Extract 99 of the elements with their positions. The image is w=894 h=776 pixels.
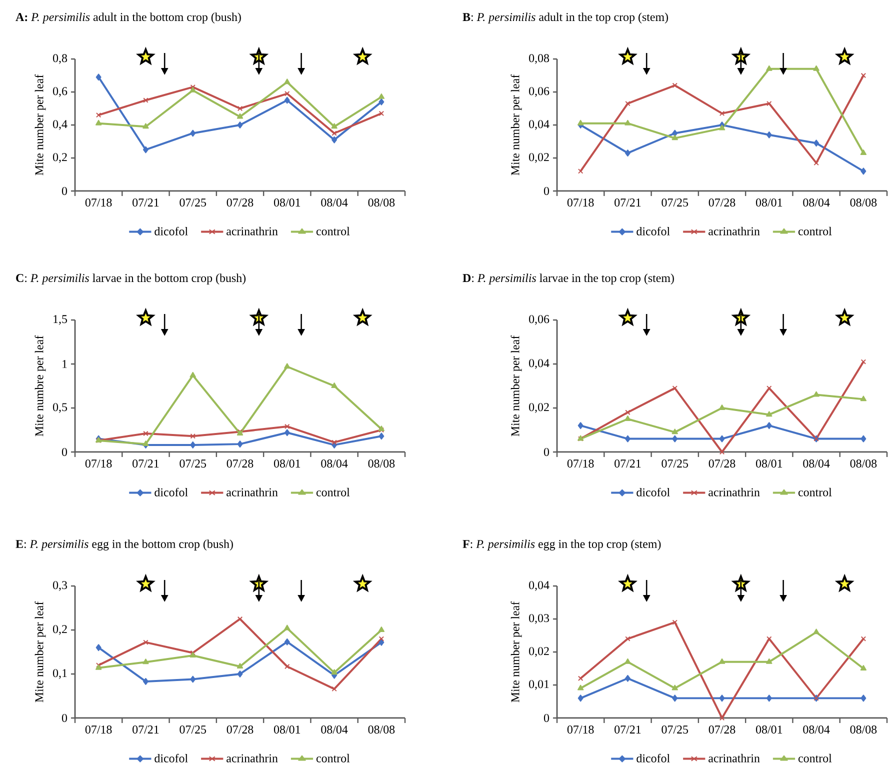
y-axis-title: Mite numbre per leaf (34, 335, 46, 436)
x-tick-label: 07/28 (708, 198, 736, 207)
legend-label: acrinathrin (708, 488, 760, 496)
x-tick-label: 07/21 (132, 726, 159, 734)
y-tick-label: 0,5 (52, 403, 68, 413)
y-tick-label: 0,4 (52, 120, 68, 130)
x-tick-label: 07/21 (132, 198, 159, 207)
y-tick-label: 0 (62, 714, 68, 722)
legend-label: control (798, 488, 832, 496)
x-tick-label: 07/21 (614, 198, 641, 207)
x-tick-label: 08/08 (850, 198, 877, 207)
x-tick-label: 07/18 (85, 726, 112, 734)
y-tick-label: 1 (62, 360, 67, 368)
legend-label: control (316, 226, 350, 236)
y-axis-title: Mite number per leaf (510, 601, 522, 702)
x-tick-label: 07/18 (85, 460, 112, 468)
legend-label: acrinathrin (226, 754, 278, 762)
legend-label: dicofol (636, 754, 670, 762)
y-tick-label: 0,1 (52, 669, 67, 679)
y-tick-label: 0,2 (52, 625, 67, 635)
y-tick-label: 0,04 (529, 120, 550, 130)
y-tick-label: 0,02 (529, 403, 549, 413)
y-tick-label: 0 (544, 714, 550, 722)
chart-title: F: P. persimilis egg in the top crop (stem) (462, 540, 661, 550)
x-tick-label: 07/28 (226, 460, 254, 468)
y-tick-label: 1,5 (54, 315, 68, 325)
y-tick-label: 0,03 (529, 614, 550, 624)
y-axis-title: Mite number per leaf (34, 74, 46, 176)
y-axis-title: Mite number per leaf (510, 335, 522, 436)
chart-title: B: P. persimilis adult in the top crop (stem) (462, 12, 668, 24)
legend-label: acrinathrin (708, 226, 760, 236)
y-tick-label: 0,2 (52, 153, 67, 163)
legend-label: dicofol (154, 226, 188, 236)
x-tick-label: 07/28 (226, 726, 254, 734)
y-tick-label: 0 (544, 186, 550, 196)
x-tick-label: 07/21 (614, 726, 641, 734)
y-axis-title: Mite number per leaf (510, 74, 522, 176)
y-tick-label: 0,04 (529, 359, 550, 369)
x-tick-label: 07/25 (180, 726, 206, 734)
x-tick-label: 07/25 (180, 198, 206, 207)
legend-label: dicofol (154, 488, 188, 496)
y-axis-title: Mite number per leaf (34, 601, 46, 702)
x-tick-label: 07/25 (180, 460, 206, 468)
x-tick-label: 07/28 (708, 460, 736, 468)
x-tick-label: 08/01 (756, 198, 782, 207)
legend-label: control (798, 226, 832, 236)
x-tick-label: 07/18 (567, 726, 594, 734)
chart-title: A: P. persimilis adult in the bottom crop (bush) (16, 12, 241, 24)
y-tick-label: 0,01 (529, 680, 549, 690)
y-tick-label: 0 (62, 448, 68, 456)
x-tick-label: 08/01 (274, 726, 300, 734)
legend-label: control (798, 754, 832, 762)
chart-title: D: P. persimilis larvae in the top crop (stem) (462, 274, 674, 284)
x-tick-label: 08/04 (321, 198, 348, 207)
y-tick-label: 0,04 (529, 581, 550, 591)
x-tick-label: 07/21 (614, 460, 641, 468)
x-tick-label: 08/08 (850, 460, 877, 468)
x-tick-label: 07/25 (662, 726, 688, 734)
y-tick-label: 0 (544, 448, 550, 456)
x-tick-label: 07/18 (85, 198, 112, 207)
y-tick-label: 0,3 (52, 581, 68, 591)
chart-title: C: P. persimilis larvae in the bottom crop (bush) (16, 274, 246, 284)
x-tick-label: 07/28 (708, 726, 736, 734)
x-tick-label: 08/04 (803, 460, 830, 468)
legend-label: dicofol (636, 488, 670, 496)
chart-title: E: P. persimilis egg in the bottom crop (bush) (16, 540, 233, 550)
y-tick-label: 0,02 (529, 153, 549, 163)
x-tick-label: 08/01 (756, 460, 782, 468)
x-tick-label: 08/01 (274, 198, 300, 207)
x-tick-label: 08/08 (368, 198, 395, 207)
legend-label: acrinathrin (226, 226, 278, 236)
x-tick-label: 07/25 (662, 460, 688, 468)
x-tick-label: 07/28 (226, 198, 254, 207)
x-tick-label: 07/18 (567, 198, 594, 207)
x-tick-label: 08/08 (368, 726, 395, 734)
x-tick-label: 07/25 (662, 198, 688, 207)
x-tick-label: 08/04 (803, 726, 830, 734)
x-tick-label: 07/18 (567, 460, 594, 468)
y-tick-label: 0,8 (52, 54, 68, 64)
legend-label: dicofol (154, 754, 188, 762)
legend-label: control (316, 488, 350, 496)
x-tick-label: 08/04 (803, 198, 830, 207)
x-tick-label: 08/08 (368, 460, 395, 468)
y-tick-label: 0 (62, 186, 68, 196)
y-tick-label: 0,02 (529, 647, 549, 657)
legend-label: acrinathrin (708, 754, 760, 762)
x-tick-label: 08/04 (321, 460, 348, 468)
y-tick-label: 0,06 (529, 315, 550, 325)
x-tick-label: 08/04 (321, 726, 348, 734)
y-tick-label: 0,08 (529, 54, 550, 64)
y-tick-label: 0,6 (52, 87, 68, 97)
x-tick-label: 08/01 (274, 460, 300, 468)
legend-label: control (316, 754, 350, 762)
y-tick-label: 0,06 (529, 87, 550, 97)
x-tick-label: 08/01 (756, 726, 782, 734)
x-tick-label: 07/21 (132, 460, 159, 468)
legend-label: dicofol (636, 226, 670, 236)
legend-label: acrinathrin (226, 488, 278, 496)
x-tick-label: 08/08 (850, 726, 877, 734)
